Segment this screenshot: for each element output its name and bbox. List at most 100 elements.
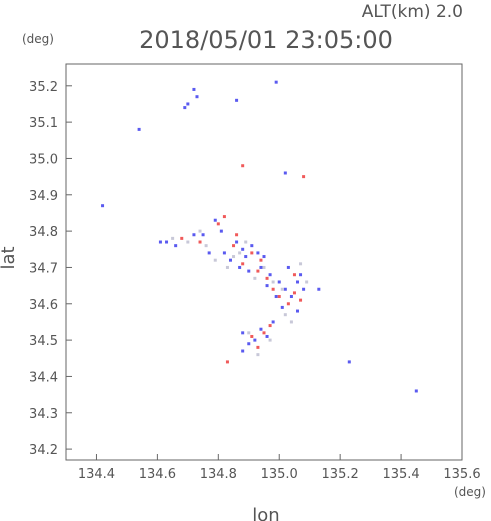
x-unit-label: (deg) — [454, 485, 486, 499]
y-axis: 34.2 34.3 34.4 34.5 34.6 34.7 34.8 34.9 35.0 35.1… — [29, 80, 72, 458]
data-point — [286, 302, 290, 306]
data-point — [265, 276, 269, 280]
data-point — [268, 273, 272, 277]
data-point — [247, 331, 251, 335]
data-point — [241, 164, 245, 168]
x-axis: 134.4 134.6 134.8 135.0 135.2 135.4 135.6 — [78, 454, 481, 482]
data-point — [296, 309, 300, 313]
data-point — [299, 298, 303, 302]
data-point — [253, 338, 257, 342]
data-point — [186, 102, 190, 106]
y-tick-label: 35.0 — [29, 152, 58, 167]
data-point — [256, 251, 260, 255]
data-point — [213, 258, 217, 262]
data-point — [241, 247, 245, 251]
data-point — [250, 334, 254, 338]
data-point — [289, 295, 293, 299]
y-unit-label: (deg) — [22, 32, 54, 46]
data-point — [302, 287, 306, 291]
data-point — [268, 338, 272, 342]
x-tick-label: 135.2 — [322, 467, 359, 482]
data-point — [268, 324, 272, 328]
data-point — [171, 236, 175, 240]
data-point — [201, 233, 205, 237]
data-point — [183, 106, 187, 110]
data-point — [280, 287, 284, 291]
data-point — [101, 204, 105, 208]
data-point — [271, 280, 275, 284]
data-point — [262, 265, 266, 269]
data-point — [259, 258, 263, 262]
data-point — [347, 360, 351, 364]
data-point — [225, 265, 229, 269]
data-point — [296, 280, 300, 284]
y-tick-label: 34.8 — [29, 225, 58, 240]
data-point — [235, 233, 239, 237]
data-point — [274, 80, 278, 84]
data-point — [317, 287, 321, 291]
data-point — [241, 331, 245, 335]
data-point — [238, 265, 242, 269]
data-point — [277, 295, 281, 299]
data-point — [244, 255, 248, 259]
data-point — [277, 280, 281, 284]
data-point — [225, 360, 229, 364]
y-tick-label: 34.6 — [29, 298, 58, 313]
data-point — [186, 240, 190, 244]
data-point — [247, 342, 251, 346]
data-point — [192, 233, 196, 237]
data-point — [235, 98, 239, 102]
data-point — [256, 269, 260, 273]
x-tick-label: 134.8 — [200, 467, 237, 482]
x-axis-title: lon — [252, 505, 279, 521]
data-point — [238, 251, 242, 255]
y-tick-label: 34.4 — [29, 370, 58, 385]
x-tick-label: 134.4 — [78, 467, 115, 482]
data-points — [101, 80, 418, 393]
x-tick-label: 135.0 — [261, 467, 298, 482]
data-point — [198, 240, 202, 244]
data-point — [198, 229, 202, 233]
data-point — [256, 345, 260, 349]
data-point — [195, 95, 199, 99]
y-tick-label: 35.1 — [29, 116, 58, 131]
data-point — [222, 251, 226, 255]
data-point — [216, 222, 220, 226]
data-point — [299, 273, 303, 277]
y-tick-label: 34.2 — [29, 443, 58, 458]
data-point — [292, 291, 296, 295]
data-point — [271, 287, 275, 291]
data-point — [274, 295, 278, 299]
data-point — [299, 262, 303, 266]
data-point — [250, 251, 254, 255]
data-point — [180, 236, 184, 240]
chart-title: 2018/05/01 23:05:00 — [139, 26, 393, 54]
data-point — [283, 313, 287, 317]
data-point — [283, 287, 287, 291]
data-point — [271, 320, 275, 324]
data-point — [165, 240, 169, 244]
y-axis-title: lat — [0, 246, 19, 269]
data-point — [232, 244, 236, 248]
data-point — [286, 265, 290, 269]
data-point — [414, 389, 418, 393]
data-point — [262, 331, 266, 335]
y-tick-label: 35.2 — [29, 80, 58, 95]
data-point — [241, 349, 245, 353]
x-tick-label: 135.6 — [443, 467, 480, 482]
plot-frame — [65, 63, 463, 461]
data-point — [289, 320, 293, 324]
data-point — [213, 218, 217, 222]
data-point — [244, 240, 248, 244]
data-point — [222, 215, 226, 219]
data-point — [137, 127, 141, 131]
data-point — [280, 305, 284, 309]
data-point — [204, 244, 208, 248]
data-point — [256, 353, 260, 357]
data-point — [265, 334, 269, 338]
data-point — [228, 258, 232, 262]
data-point — [247, 269, 251, 273]
data-point — [262, 255, 266, 259]
data-point — [283, 171, 287, 175]
